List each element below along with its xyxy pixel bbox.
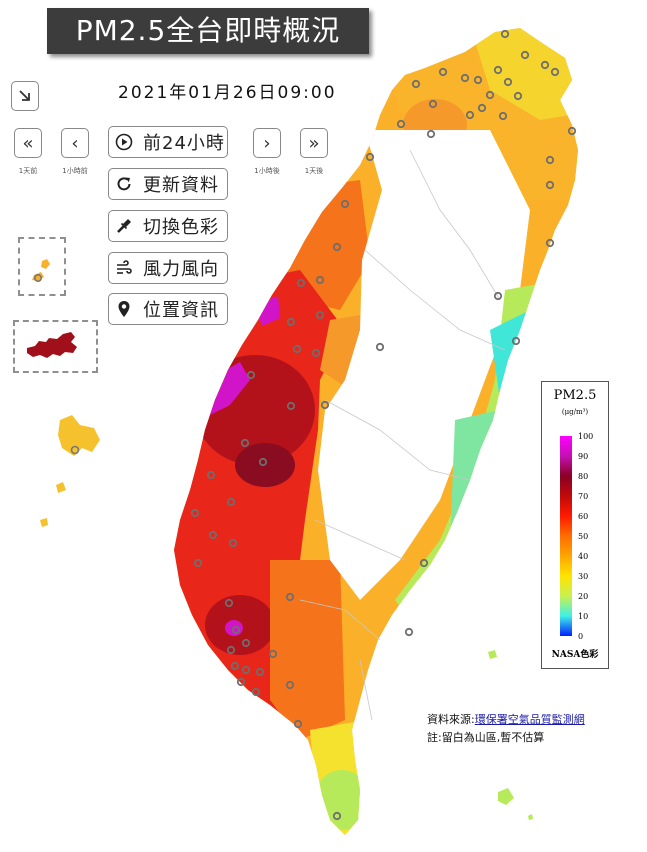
wind-direction-button[interactable]: 風力風向 <box>108 252 228 284</box>
collapse-panel-button[interactable] <box>11 81 39 111</box>
timestamp: 2021年01月26日09:00 <box>118 83 337 103</box>
legend-title: PM2.5 <box>553 388 597 403</box>
refresh-data-button[interactable]: 更新資料 <box>108 168 228 200</box>
wind-direction-label: 風力風向 <box>143 259 219 280</box>
legend-tick-label: 20 <box>578 592 589 601</box>
day-forward-button[interactable]: » <box>300 128 328 158</box>
legend-tick-label: 50 <box>578 532 589 541</box>
legend-tick-label: 90 <box>578 452 589 461</box>
hour-back-label: 1小時前 <box>62 167 88 175</box>
past-24-hours-label: 前24小時 <box>143 133 225 154</box>
county-boundaries <box>299 149 506 721</box>
refresh-icon <box>109 175 139 193</box>
switch-color-label: 切換色彩 <box>143 217 219 238</box>
location-info-label: 位置資訊 <box>143 300 219 321</box>
day-back-label: 1天前 <box>18 167 38 175</box>
legend-tick-label: 30 <box>578 572 589 581</box>
switch-color-button[interactable]: 切換色彩 <box>108 210 228 242</box>
mountain-note: 註:留白為山區,暫不估算 <box>427 731 545 744</box>
penghu-islands <box>40 415 100 527</box>
pm25-legend: PM2.5 (μg/m³) 100 90 80 70 60 50 40 30 20 10 0 NAS… <box>541 381 609 669</box>
chevron-right-icon: › <box>263 132 271 154</box>
legend-color-scheme: NASA色彩 <box>551 650 599 660</box>
legend-tick-label: 60 <box>578 512 589 521</box>
hour-back-button[interactable]: ‹ <box>61 128 89 158</box>
matsu-inset[interactable] <box>18 237 66 296</box>
day-back-button[interactable]: « <box>14 128 42 158</box>
page-title: PM2.5全台即時概況 <box>47 8 369 54</box>
double-chevron-right-icon: » <box>308 132 320 154</box>
wind-icon <box>109 259 139 277</box>
kinmen-islands-map <box>27 332 77 358</box>
data-source-note: 資料來源:環保署空氣品質監測網 註:留白為山區,暫不估算 <box>427 711 585 747</box>
legend-tick-label: 10 <box>578 612 589 621</box>
map-pin-icon <box>109 300 139 318</box>
legend-color-scale <box>560 436 572 636</box>
refresh-data-label: 更新資料 <box>143 175 219 196</box>
legend-tick-label: 80 <box>578 472 589 481</box>
source-link[interactable]: 環保署空氣品質監測網 <box>474 713 585 726</box>
past-24-hours-button[interactable]: 前24小時 <box>108 126 228 158</box>
legend-tick-label: 0 <box>578 632 584 641</box>
legend-unit: (μg/m³) <box>561 408 589 416</box>
location-info-button[interactable]: 位置資訊 <box>108 293 228 325</box>
legend-tick-label: 40 <box>578 552 589 561</box>
day-forward-label: 1天後 <box>304 167 324 175</box>
offshore-east-islands <box>488 650 533 820</box>
source-prefix: 資料來源: <box>427 713 475 726</box>
monitoring-stations <box>190 29 577 821</box>
hour-forward-label: 1小時後 <box>254 167 280 175</box>
kinmen-inset[interactable] <box>13 320 98 373</box>
legend-tick-label: 100 <box>578 432 594 441</box>
matsu-islands-map <box>32 259 50 282</box>
arrow-down-right-icon <box>19 90 30 101</box>
eyedropper-icon <box>109 217 139 235</box>
chevron-left-icon: ‹ <box>71 132 79 154</box>
double-chevron-left-icon: « <box>22 132 34 154</box>
legend-tick-label: 70 <box>578 492 589 501</box>
hour-forward-button[interactable]: › <box>253 128 281 158</box>
play-circle-icon <box>109 133 139 151</box>
